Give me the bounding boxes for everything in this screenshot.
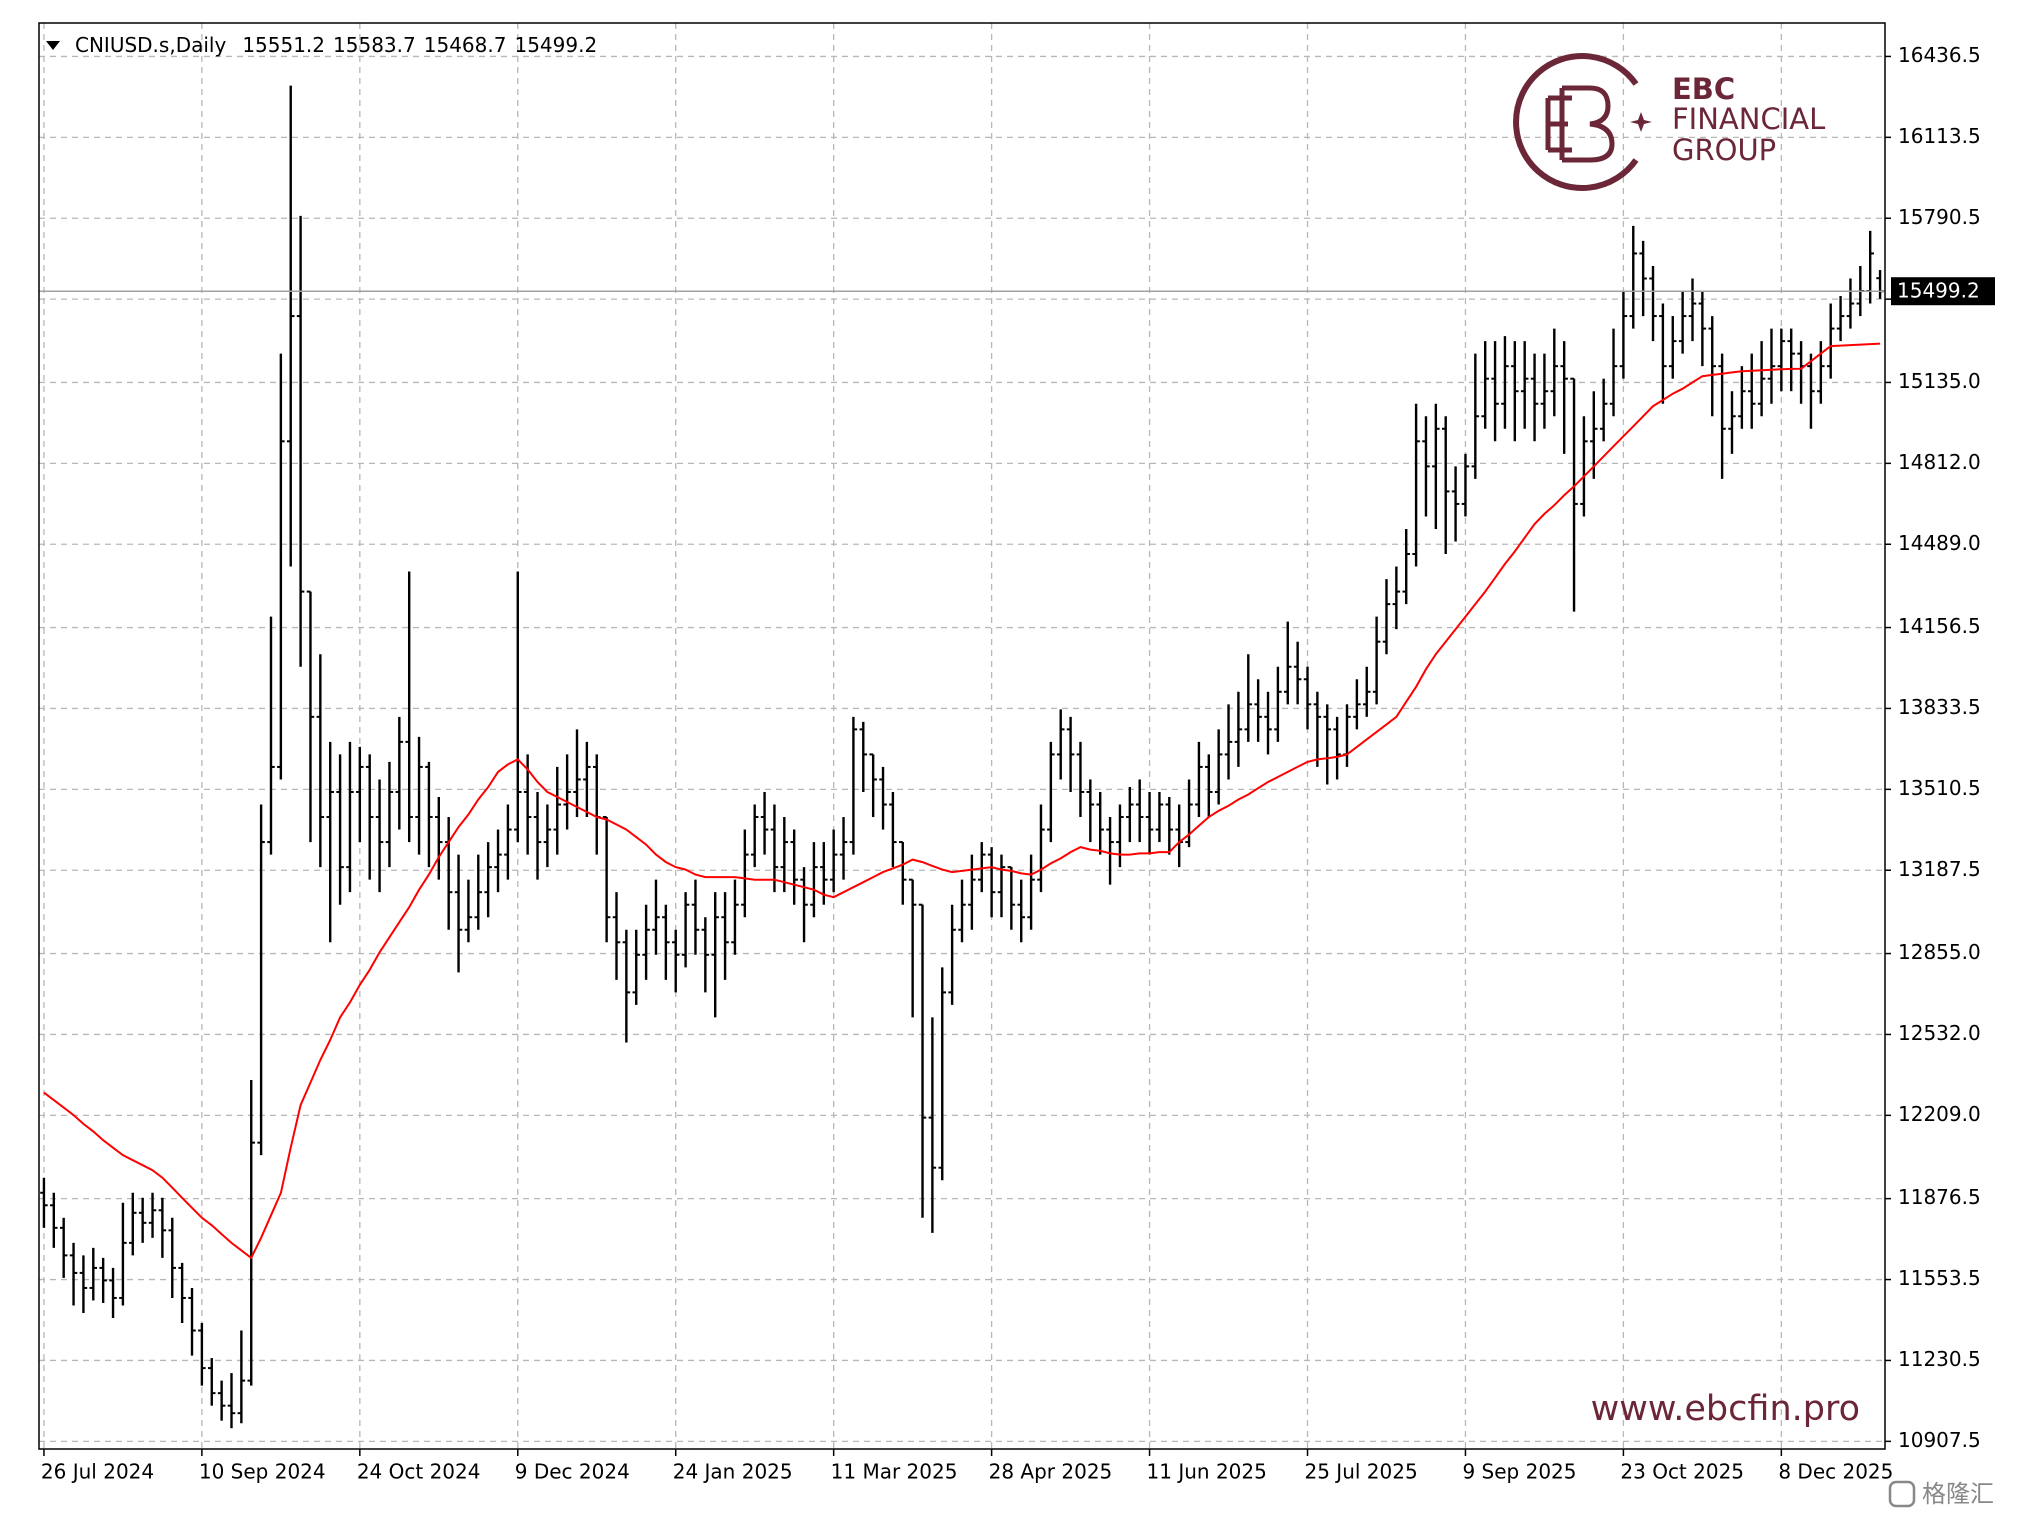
y-tick-label: 15135.0 [1898, 369, 1981, 393]
x-tick-label: 8 Dec 2025 [1778, 1460, 1893, 1484]
x-tick-label: 26 Jul 2024 [41, 1460, 154, 1484]
y-tick-label: 16113.5 [1898, 124, 1981, 148]
brand-line: GROUP [1672, 133, 1776, 167]
marks [39, 85, 1885, 1429]
header-low: 15468.7 [424, 33, 507, 57]
header-close: 15499.2 [514, 33, 597, 57]
x-tick-label: 24 Oct 2024 [357, 1460, 481, 1484]
price-box [1891, 277, 1995, 306]
symbol: CNIUSD.s,Daily [75, 33, 226, 57]
y-tick-label: 13510.5 [1898, 776, 1981, 800]
header-arrow [46, 41, 60, 50]
x-tick-label: 10 Sep 2024 [199, 1460, 326, 1484]
header: CNIUSD.s,Daily 15551.2 15583.7 15468.7 15499… [46, 33, 597, 57]
watermark-icon [1888, 1480, 1916, 1508]
y-tick-label: 13187.5 [1898, 857, 1981, 881]
y-tick-label: 12209.0 [1898, 1102, 1981, 1126]
logo-star [1630, 112, 1652, 132]
y-tick-label: 11876.5 [1898, 1185, 1981, 1209]
brand-line: FINANCIAL [1672, 102, 1825, 136]
x-tick-label: 9 Sep 2025 [1462, 1460, 1576, 1484]
y-tick-label: 12532.0 [1898, 1021, 1981, 1045]
header-high: 15583.7 [333, 33, 416, 57]
y-tick-label: 14489.0 [1898, 531, 1981, 555]
x-tick-label: 11 Jun 2025 [1147, 1460, 1267, 1484]
x-tick-label: 28 Apr 2025 [989, 1460, 1113, 1484]
logo-ring [1513, 53, 1639, 191]
header-open: 15551.2 [242, 33, 325, 57]
x-tick-label: 25 Jul 2025 [1305, 1460, 1418, 1484]
y-tick-label: 11230.5 [1898, 1347, 1981, 1371]
x-tick-label: 9 Dec 2024 [515, 1460, 630, 1484]
price-label: 15499.2 [1897, 279, 1980, 303]
x-tick-label: 24 Jan 2025 [673, 1460, 793, 1484]
y-tick-label: 14812.0 [1898, 450, 1981, 474]
y-tick-label: 11553.5 [1898, 1266, 1981, 1290]
watermark: 格隆汇 [1888, 1480, 1994, 1508]
moving-average [43, 342, 1881, 1260]
logo-mark [1545, 85, 1615, 163]
x-tick-label: 11 Mar 2025 [831, 1460, 958, 1484]
watermark-text: 格隆汇 [1922, 1480, 1994, 1508]
grid [39, 23, 1885, 1449]
header-text: CNIUSD.s,Daily 15551.2 15583.7 15468.7 15499… [75, 33, 597, 57]
y-tick-label: 12855.0 [1898, 940, 1981, 964]
y-tick-label: 10907.5 [1898, 1428, 1981, 1452]
y-tick-label: 15790.5 [1898, 205, 1981, 229]
x-tick-label: 23 Oct 2025 [1620, 1460, 1744, 1484]
plot-frame [38, 22, 1886, 1450]
y-tick-label: 16436.5 [1898, 43, 1981, 67]
website: www.ebcfin.pro [1591, 1389, 1860, 1429]
brand-name: EBC [1672, 72, 1735, 106]
y-tick-label: 14156.5 [1898, 614, 1981, 638]
y-tick-label: 13833.5 [1898, 695, 1981, 719]
logo: EBC FINANCIAL GROUP [1513, 53, 1825, 191]
